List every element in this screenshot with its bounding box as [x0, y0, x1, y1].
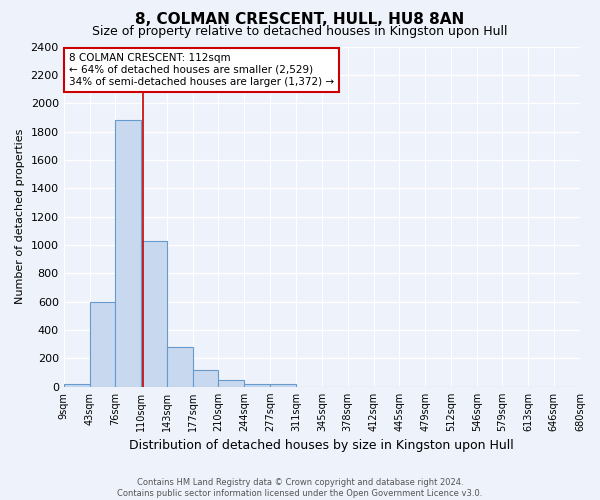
- Bar: [167, 347, 193, 387]
- Text: Size of property relative to detached houses in Kingston upon Hull: Size of property relative to detached ho…: [92, 25, 508, 38]
- Bar: [64, 384, 90, 387]
- Bar: [193, 370, 218, 387]
- Text: 8, COLMAN CRESCENT, HULL, HU8 8AN: 8, COLMAN CRESCENT, HULL, HU8 8AN: [136, 12, 464, 28]
- Bar: [115, 120, 142, 387]
- Bar: [142, 241, 167, 387]
- Text: Contains HM Land Registry data © Crown copyright and database right 2024.
Contai: Contains HM Land Registry data © Crown c…: [118, 478, 482, 498]
- Bar: [244, 384, 270, 387]
- Bar: [218, 380, 244, 387]
- Text: 8 COLMAN CRESCENT: 112sqm
← 64% of detached houses are smaller (2,529)
34% of se: 8 COLMAN CRESCENT: 112sqm ← 64% of detac…: [69, 54, 334, 86]
- Y-axis label: Number of detached properties: Number of detached properties: [15, 129, 25, 304]
- Bar: [270, 384, 296, 387]
- Bar: [90, 302, 115, 387]
- X-axis label: Distribution of detached houses by size in Kingston upon Hull: Distribution of detached houses by size …: [130, 440, 514, 452]
